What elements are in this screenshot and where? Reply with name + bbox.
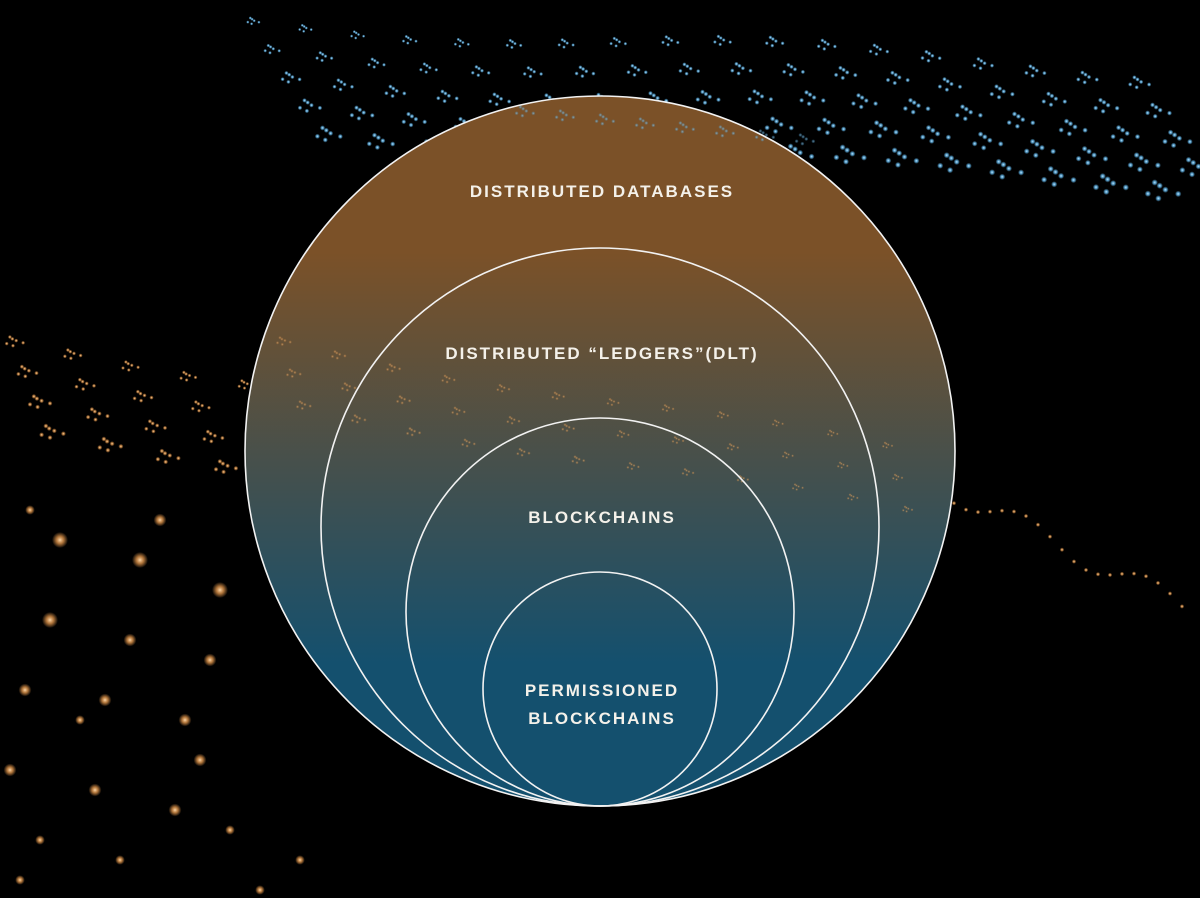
overlay-particles bbox=[275, 105, 914, 513]
label-blockchains: BLOCKCHAINS bbox=[528, 508, 676, 527]
label-distributed-databases: DISTRIBUTED DATABASES bbox=[470, 182, 734, 201]
outer-circle-fill bbox=[245, 96, 955, 806]
label-distributed-ledgers: DISTRIBUTED “LEDGERS”(DLT) bbox=[445, 344, 758, 363]
label-permissioned-line-1: PERMISSIONED bbox=[525, 681, 679, 700]
label-permissioned-line-2: BLOCKCHAINS bbox=[528, 709, 676, 728]
ring-outlines bbox=[244, 95, 956, 807]
ring-permissioned-blockchains bbox=[482, 571, 718, 807]
